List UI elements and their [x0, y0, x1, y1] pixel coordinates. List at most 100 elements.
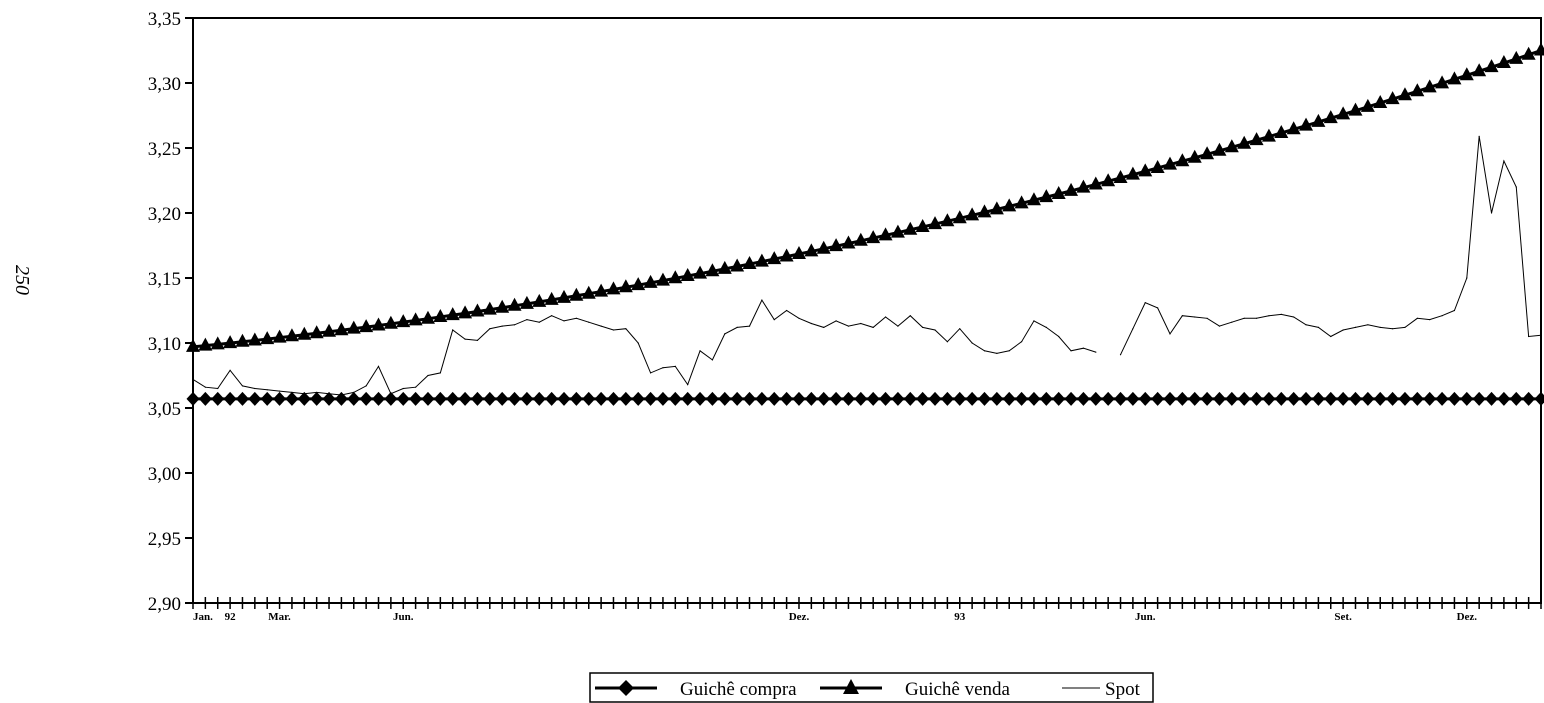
guiche-venda-point [717, 260, 732, 274]
guiche-venda-point [1175, 153, 1190, 167]
y-tick-label: 3,25 [148, 139, 181, 160]
guiche-compra-point [1274, 391, 1288, 406]
guiche-venda-point [928, 216, 943, 230]
spot-point [365, 385, 367, 387]
guiche-compra-point [804, 391, 818, 406]
guiche-venda-point [420, 310, 435, 324]
guiche-compra-point [1373, 391, 1387, 406]
guiche-venda-point [1385, 91, 1400, 105]
guiche-compra-point [1509, 391, 1523, 406]
guiche-venda-point [1274, 124, 1289, 138]
guiche-compra-point [248, 391, 262, 406]
spot-line [192, 136, 1542, 396]
guiche-venda-point [816, 240, 831, 254]
guiche-compra-point [322, 391, 336, 406]
guiche-venda-point [804, 243, 819, 257]
guiche-compra-point [532, 391, 546, 406]
guiche-compra-point [1497, 391, 1511, 406]
guiche-compra-point [755, 391, 769, 406]
guiche-venda-point [1410, 83, 1425, 97]
guiche-compra-point [668, 391, 682, 406]
guiche-compra-point [1076, 391, 1090, 406]
spot-point [551, 315, 553, 317]
guiche-venda-point [655, 272, 670, 286]
guiche-compra-point [186, 391, 200, 406]
spot-point [439, 372, 441, 374]
spot-point [1293, 316, 1295, 318]
spot-point [934, 329, 936, 331]
spot-point [1045, 326, 1047, 328]
guiche-venda-point [1224, 139, 1239, 153]
spot-point [724, 333, 726, 335]
series-spot [192, 135, 1542, 396]
spot-point [1020, 341, 1023, 343]
spot-point [823, 326, 825, 328]
guiche-venda-point [322, 323, 337, 337]
guiche-compra-point [1027, 391, 1041, 406]
spot-point [588, 321, 590, 323]
spot-point [748, 325, 751, 327]
spot-point [649, 372, 652, 374]
guiche-compra-point [310, 391, 324, 406]
spot-point [1503, 160, 1505, 162]
spot-point [860, 322, 862, 325]
legend-triangle-marker [843, 679, 859, 694]
guiche-venda-point [235, 333, 250, 347]
spot-point [1119, 354, 1122, 356]
spot-point [835, 320, 837, 322]
guiche-venda-point [1397, 87, 1412, 101]
spot-point [241, 385, 244, 387]
guiche-compra-point [1151, 391, 1165, 406]
guiche-compra-point [1311, 391, 1325, 406]
series-guiche-venda [186, 42, 1544, 352]
guiche-venda-point [631, 277, 646, 291]
guiche-compra-point [891, 391, 905, 406]
spot-point [1317, 326, 1319, 328]
y-tick-label: 2,95 [148, 529, 181, 550]
guiche-venda-point [1534, 42, 1544, 56]
spot-point [687, 384, 689, 386]
guiche-venda-point [581, 285, 596, 299]
series-guiche-compra [186, 391, 1544, 406]
guiche-compra-point [1485, 391, 1499, 406]
spot-point [204, 386, 206, 388]
guiche-compra-point [260, 391, 274, 406]
guiche-compra-point [508, 391, 522, 406]
spot-point [513, 324, 516, 326]
spot-point [773, 319, 775, 321]
guiche-compra-point [273, 391, 287, 406]
spot-point [1082, 347, 1085, 349]
x-tick-label: 93 [954, 611, 966, 623]
guiche-venda-point [754, 253, 769, 267]
guiche-compra-point [347, 391, 361, 406]
guiche-venda-point [1336, 106, 1351, 120]
guiche-venda-point [1472, 63, 1487, 77]
spot-point [971, 342, 973, 344]
guiche-compra-point [297, 391, 311, 406]
guiche-venda-point [618, 279, 633, 293]
guiche-venda-point [779, 248, 794, 262]
spot-point [1305, 324, 1307, 326]
guiche-compra-point [644, 391, 658, 406]
guiche-venda-point [1088, 176, 1103, 190]
legend-item: Guichê compra [595, 679, 797, 700]
guiche-compra-point [1089, 391, 1103, 406]
guiche-compra-point [1386, 391, 1400, 406]
spot-point [1515, 186, 1517, 188]
guiche-compra-point [421, 391, 435, 406]
plot-border [192, 17, 1542, 604]
spot-point [612, 329, 615, 331]
spot-point [884, 316, 887, 318]
guiche-compra-point [1138, 391, 1152, 406]
guiche-venda-point [680, 267, 695, 281]
guiche-compra-point [606, 391, 620, 406]
guiche-venda-point [396, 314, 411, 328]
guiche-venda-point [1447, 71, 1462, 85]
spot-point [1058, 335, 1060, 338]
guiche-compra-point [483, 391, 497, 406]
spot-point [229, 369, 231, 371]
guiche-venda-point [309, 325, 324, 339]
x-tick-label: Mar. [268, 611, 291, 623]
guiche-venda-point [532, 293, 547, 307]
guiche-compra-point [953, 391, 967, 406]
